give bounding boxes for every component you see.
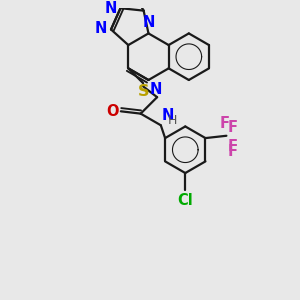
Text: Cl: Cl xyxy=(177,193,193,208)
Text: F: F xyxy=(228,120,238,135)
Text: N: N xyxy=(162,108,175,123)
Text: H: H xyxy=(168,114,177,127)
Text: F: F xyxy=(228,139,238,154)
Text: N: N xyxy=(150,82,163,97)
Text: N: N xyxy=(95,21,107,36)
Text: S: S xyxy=(137,84,149,99)
Text: F: F xyxy=(220,116,230,131)
Text: N: N xyxy=(104,1,117,16)
Text: F: F xyxy=(228,144,238,159)
Text: N: N xyxy=(142,15,155,30)
Text: O: O xyxy=(106,104,118,119)
